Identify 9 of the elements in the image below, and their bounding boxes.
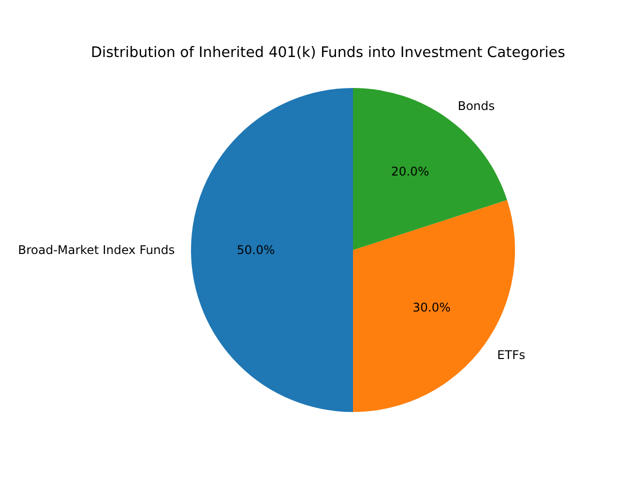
data-label: 50.0% (236, 243, 275, 258)
data-label: 30.0% (412, 300, 451, 314)
chart-title: Distribution of Inherited 401(k) Funds into Investment Categories (90, 45, 566, 61)
slice-label: Bonds (458, 99, 495, 114)
pie-slice (353, 88, 508, 250)
data-label: 20.0% (391, 164, 430, 179)
slice-label: Broad-Market Index Funds (18, 243, 175, 258)
slice-label: ETFs (497, 348, 526, 362)
pie-slice (191, 88, 353, 412)
